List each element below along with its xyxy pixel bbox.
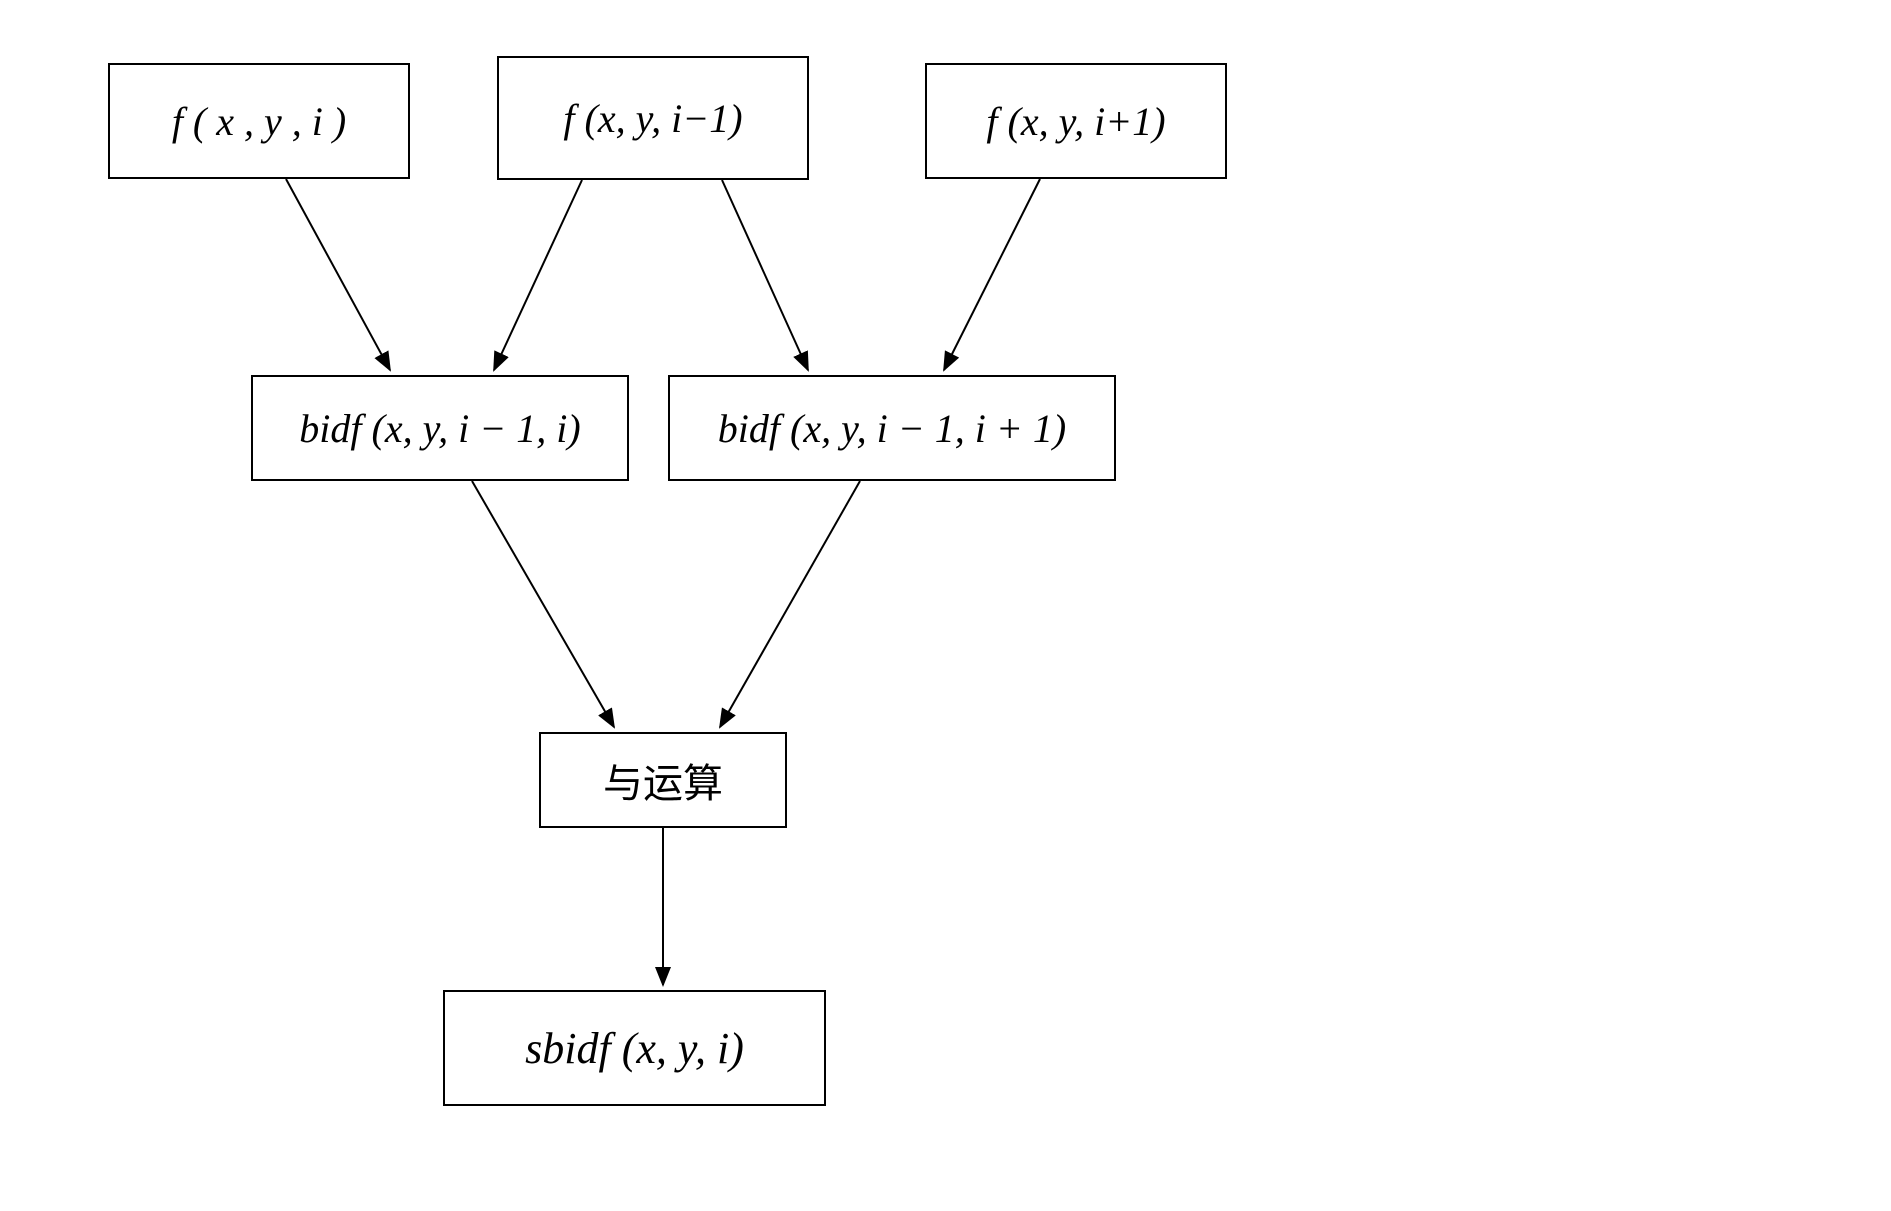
edge-f-im1-to-bidf-left bbox=[494, 180, 582, 370]
node-f-i-label: f ( x , y , i ) bbox=[172, 98, 346, 145]
node-bidf-left-label: bidf (x, y, i − 1, i) bbox=[299, 405, 580, 452]
edge-bidf-right-to-and bbox=[720, 481, 860, 727]
node-f-i-minus-1-label: f (x, y, i−1) bbox=[563, 95, 742, 142]
node-sbidf-label: sbidf (x, y, i) bbox=[525, 1023, 744, 1074]
edge-f-im1-to-bidf-right bbox=[722, 180, 808, 370]
edge-f-ip1-to-bidf-right bbox=[944, 179, 1040, 370]
node-f-i-minus-1: f (x, y, i−1) bbox=[497, 56, 809, 180]
edge-f-i-to-bidf-left bbox=[286, 179, 390, 370]
node-bidf-right: bidf (x, y, i − 1, i + 1) bbox=[668, 375, 1116, 481]
node-bidf-left: bidf (x, y, i − 1, i) bbox=[251, 375, 629, 481]
node-f-i-plus-1: f (x, y, i+1) bbox=[925, 63, 1227, 179]
node-f-i-plus-1-label: f (x, y, i+1) bbox=[986, 98, 1165, 145]
edge-bidf-left-to-and bbox=[472, 481, 614, 727]
node-and-operation-label: 与运算 bbox=[603, 751, 723, 809]
node-and-operation: 与运算 bbox=[539, 732, 787, 828]
edges-layer bbox=[0, 0, 1891, 1211]
node-sbidf: sbidf (x, y, i) bbox=[443, 990, 826, 1106]
node-bidf-right-label: bidf (x, y, i − 1, i + 1) bbox=[718, 405, 1066, 452]
node-f-i: f ( x , y , i ) bbox=[108, 63, 410, 179]
